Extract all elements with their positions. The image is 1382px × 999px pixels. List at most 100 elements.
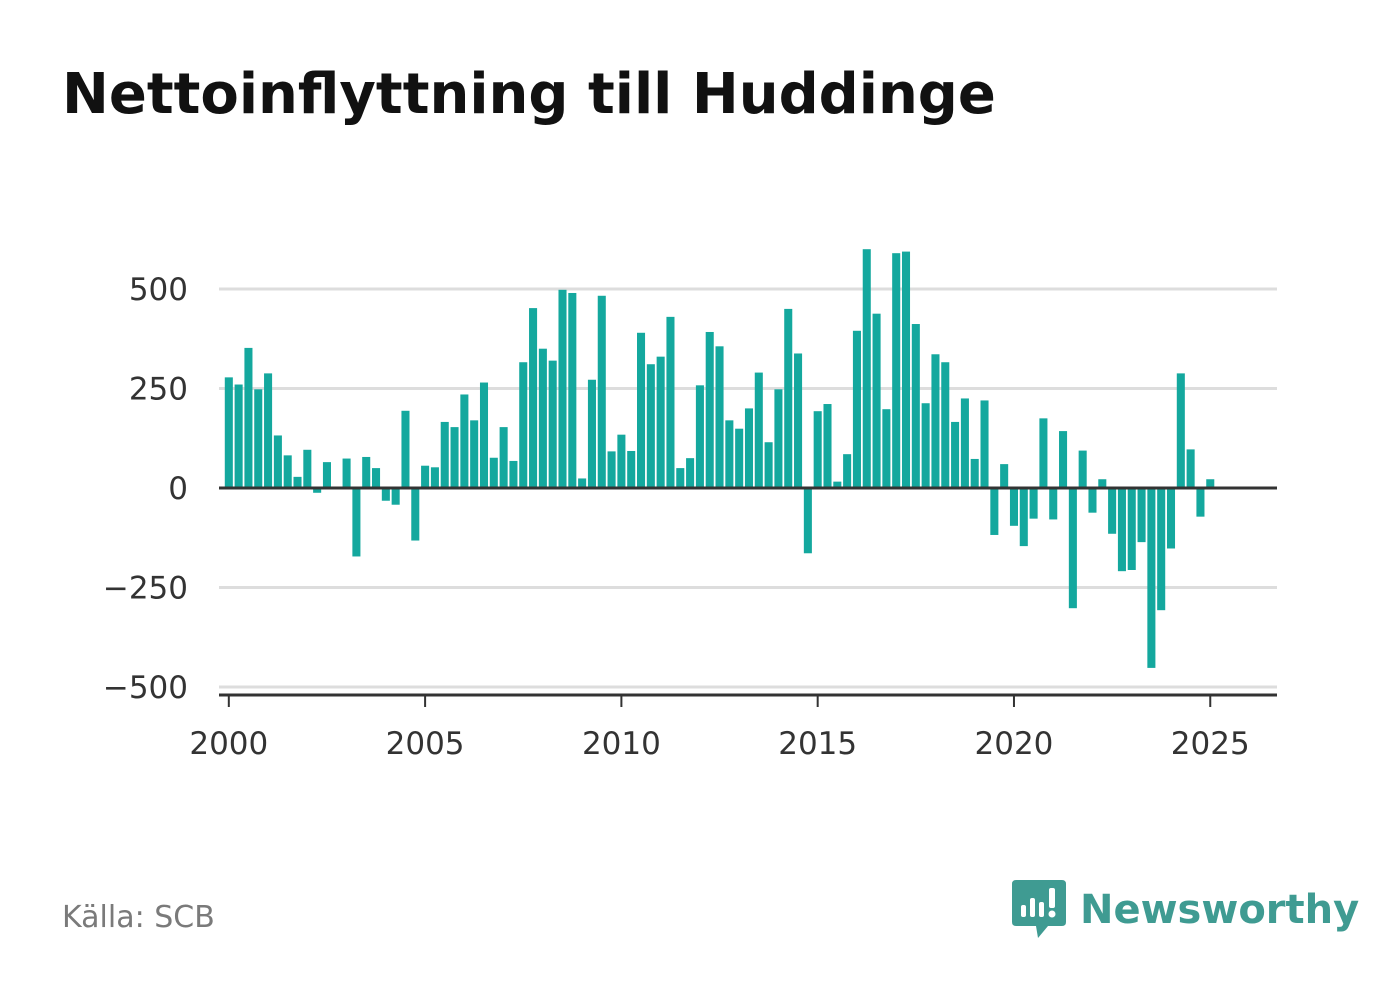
bar (1068, 488, 1077, 609)
bar (470, 420, 479, 488)
bar (813, 411, 822, 488)
bar (637, 332, 646, 488)
bar (342, 458, 351, 488)
gridlines (219, 287, 1277, 689)
bar (823, 404, 832, 488)
bar (833, 481, 842, 488)
bar (970, 458, 979, 488)
bar (656, 356, 665, 488)
bars (224, 249, 1215, 668)
bar (283, 455, 292, 488)
source-label: Källa: SCB (62, 900, 215, 935)
bar (244, 347, 253, 488)
x-tick-label: 2000 (189, 726, 268, 762)
bar (1166, 488, 1176, 549)
bar (529, 308, 538, 488)
bar (1147, 488, 1156, 668)
bar (234, 384, 243, 488)
x-tick-label: 2005 (386, 726, 465, 762)
bar (1000, 464, 1009, 488)
bar (509, 460, 518, 488)
x-tick-label: 2020 (975, 726, 1054, 762)
x-tick-label: 2015 (778, 726, 857, 762)
bar (597, 295, 606, 488)
bar (1186, 449, 1195, 488)
bar (273, 435, 282, 488)
bar (843, 454, 852, 488)
bar (401, 410, 410, 488)
bar (322, 462, 331, 488)
bar (646, 364, 655, 488)
x-tick-label: 2025 (1171, 726, 1250, 762)
bar (960, 398, 969, 488)
bar (578, 478, 587, 488)
bar (224, 377, 233, 488)
bar (725, 420, 734, 488)
y-tick-label: 0 (168, 471, 188, 507)
axes (219, 486, 1277, 707)
bar (882, 409, 891, 488)
bar (411, 488, 420, 541)
bar (1009, 488, 1018, 526)
bar (921, 403, 930, 488)
bar (1196, 488, 1205, 517)
bar (1059, 431, 1068, 488)
bar (1157, 488, 1166, 611)
bar (391, 488, 400, 505)
y-tick-label: 500 (129, 272, 188, 308)
bar (941, 362, 950, 488)
bar (990, 488, 999, 535)
bar (568, 292, 577, 488)
x-tick-label: 2010 (582, 726, 661, 762)
bar (1117, 488, 1126, 572)
bar (313, 488, 322, 493)
bar (852, 330, 861, 488)
bar (803, 488, 812, 554)
bar (705, 331, 714, 488)
bar (666, 316, 675, 488)
bar (980, 400, 989, 488)
bar (931, 354, 940, 488)
bar (715, 346, 724, 488)
bar (627, 450, 636, 488)
bar (1098, 479, 1107, 488)
bar (1127, 488, 1136, 570)
bar (499, 427, 508, 488)
bar (862, 249, 871, 488)
bar (538, 348, 547, 488)
bar (1049, 488, 1058, 520)
bar (1137, 488, 1146, 543)
bar (548, 360, 557, 488)
newsworthy-logo-icon (1012, 880, 1066, 938)
bar (460, 394, 469, 488)
bar (794, 353, 803, 488)
bar (450, 427, 459, 488)
bar (1019, 488, 1028, 547)
bar (264, 373, 273, 488)
bar (489, 457, 498, 488)
y-tick-label: −250 (103, 571, 188, 607)
y-tick-label: 250 (129, 372, 188, 408)
bar (695, 385, 704, 488)
bar (774, 389, 783, 488)
bar (686, 458, 695, 488)
chart-title: Nettoinflyttning till Huddinge (62, 62, 996, 127)
bar (892, 253, 901, 488)
bar (901, 251, 911, 488)
bar (676, 468, 685, 488)
bar (352, 488, 361, 557)
bar (372, 468, 381, 488)
newsworthy-logo: Newsworthy (1012, 880, 1359, 940)
bar (1088, 488, 1097, 513)
bar (1108, 488, 1117, 534)
bar (381, 488, 390, 501)
bar (617, 434, 626, 488)
bar (430, 467, 439, 488)
bar (293, 476, 302, 488)
bar (1078, 450, 1087, 488)
bar (764, 442, 773, 488)
bar (1206, 479, 1215, 488)
bar (951, 421, 960, 488)
